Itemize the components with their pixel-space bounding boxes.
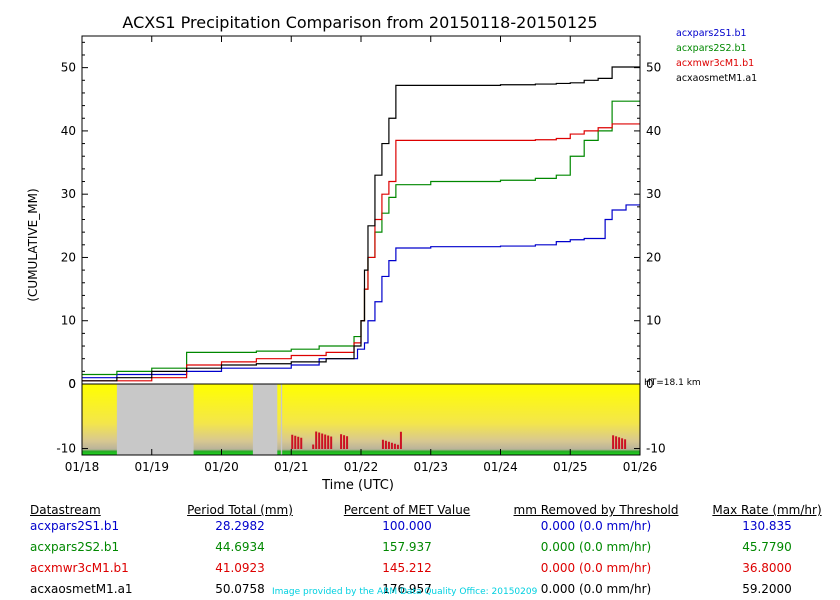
echo-mark [312,444,315,449]
table-cell-percent: 145.212 [382,561,432,575]
height-annotation: HT=18.1 km [644,378,701,388]
echo-mark [390,442,393,449]
y-tick-label-right: 10 [646,314,661,328]
lower-y-tick-label: -10 [56,442,76,456]
echo-mark [291,434,294,449]
x-tick-label: 01/24 [483,460,518,474]
table-cell-total: 28.2982 [215,519,265,533]
missing-data-block [280,384,283,455]
lower-y-tick-label-right: -10 [646,442,666,456]
series-line-acxmwr3cM1-b1 [82,123,640,382]
series-line-acxaosmetM1-a1 [82,66,640,382]
echo-mark [624,439,627,449]
table-cell-max: 130.835 [742,519,792,533]
table-cell-total: 44.6934 [215,540,265,554]
table-header: Percent of MET Value [343,503,471,517]
table-cell-total: 41.0923 [215,561,265,575]
x-tick-label: 01/20 [204,460,239,474]
y-tick-label: 50 [61,61,76,75]
missing-data-block [116,384,194,455]
x-tick-label: 01/18 [65,460,100,474]
table-cell-name: acxpars2S2.b1 [30,540,120,554]
legend-entry: acxmwr3cM1.b1 [676,58,754,69]
legend-entry: acxpars2S1.b1 [676,28,747,39]
series-line-acxpars2S1-b1 [82,204,640,379]
echo-mark [340,434,343,449]
y-tick-label: 10 [61,314,76,328]
echo-mark [381,439,384,449]
table-cell-max: 45.7790 [742,540,792,554]
echo-mark [346,436,349,449]
legend-entry: acxaosmetM1.a1 [676,73,757,84]
table-cell-removed: 0.000 (0.0 mm/hr) [540,540,652,554]
echo-mark [615,436,618,449]
main-plot [82,66,640,382]
table-cell-name: acxpars2S1.b1 [30,519,120,533]
x-tick-label: 01/21 [274,460,309,474]
lower-y-tick-label-right: 0 [646,377,654,391]
echo-mark [297,436,300,449]
table-cell-name: acxmwr3cM1.b1 [30,561,129,575]
y-axis-label: (CUMULATIVE_MM) [26,188,40,301]
table-cell-removed: 0.000 (0.0 mm/hr) [540,561,652,575]
x-tick-label: 01/22 [344,460,379,474]
table-header: mm Removed by Threshold [513,503,679,517]
table-cell-percent: 157.937 [382,540,432,554]
echo-mark [343,435,346,449]
echo-mark [399,431,402,449]
y-tick-label: 0 [68,377,76,391]
y-tick-label-right: 30 [646,187,661,201]
precipitation-chart: ACXS1 Precipitation Comparison from 2015… [26,13,757,493]
echo-mark [393,443,396,449]
credit-text: Image provided by the ARM Data Quality O… [272,587,538,597]
x-axis-label: Time (UTC) [321,478,394,493]
legend: acxpars2S1.b1 acxpars2S2.b1 acxmwr3cM1.b1 a… [676,28,757,84]
echo-mark [294,435,297,449]
legend-entry: acxpars2S2.b1 [676,43,747,54]
y-tick-label: 20 [61,250,76,264]
x-tick-label: 01/26 [623,460,658,474]
x-tick-label: 01/25 [553,460,588,474]
echo-mark [300,437,303,449]
lower-y-tick-label: 0 [68,377,76,391]
table-cell-percent: 100.000 [382,519,432,533]
table-header: Datastream [30,503,101,517]
x-tick-label: 01/23 [413,460,448,474]
table-cell-removed: 0.000 (0.0 mm/hr) [540,519,652,533]
echo-mark [387,441,390,449]
table-header: Max Rate (mm/hr) [712,503,822,517]
lower-panel [82,384,640,455]
echo-mark [327,435,330,449]
y-tick-label: 30 [61,187,76,201]
y-tick-label-right: 20 [646,250,661,264]
y-tick-label-right: 40 [646,124,661,138]
y-tick-label: 40 [61,124,76,138]
echo-mark [396,444,399,449]
table-cell-name: acxaosmetM1.a1 [30,582,133,596]
table-cell-max: 36.8000 [742,561,792,575]
table-cell-total: 50.0758 [215,582,265,596]
echo-mark [321,433,324,449]
x-tick-label: 01/19 [134,460,169,474]
echo-mark [612,435,615,449]
echo-mark [618,437,621,449]
echo-mark [621,438,624,449]
missing-data-block [252,384,278,455]
echo-mark [315,431,318,449]
y-tick-label-right: 50 [646,61,661,75]
chart-title: ACXS1 Precipitation Comparison from 2015… [122,13,597,32]
echo-mark [384,440,387,449]
table-cell-percent: 176.957 [382,582,432,596]
table-cell-removed: 0.000 (0.0 mm/hr) [540,582,652,596]
echo-mark [324,434,327,449]
table-header: Period Total (mm) [187,503,293,517]
echo-mark [330,436,333,449]
echo-mark [318,432,321,449]
table-cell-max: 59.2000 [742,582,792,596]
